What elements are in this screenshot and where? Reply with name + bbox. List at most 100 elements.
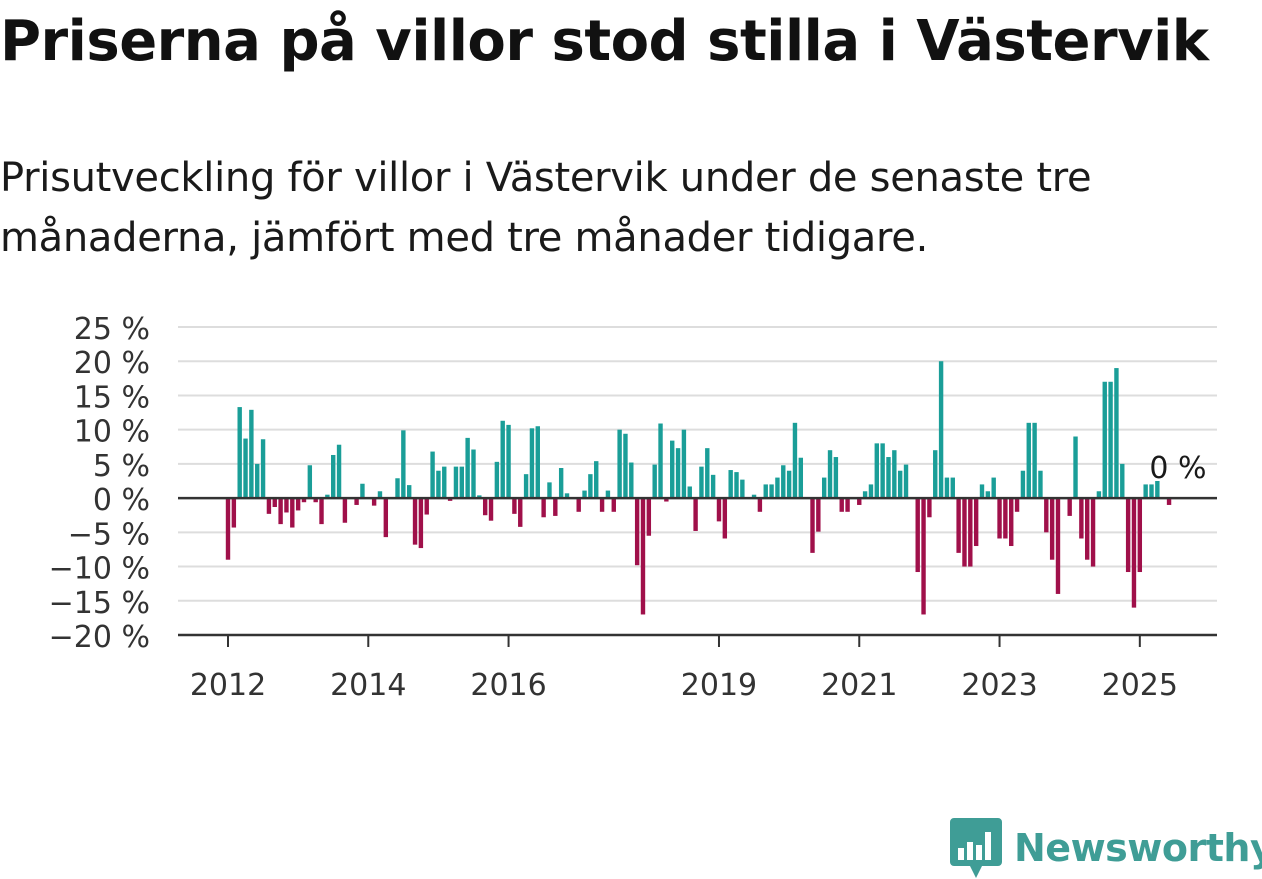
bar bbox=[658, 423, 663, 499]
bar bbox=[430, 451, 435, 499]
bar bbox=[558, 468, 564, 499]
bar bbox=[518, 498, 523, 527]
bar bbox=[547, 482, 552, 499]
bar bbox=[278, 498, 283, 525]
bar bbox=[880, 443, 885, 499]
y-tick-label: −10 % bbox=[49, 552, 150, 587]
bar bbox=[535, 426, 540, 499]
x-tick-label: 2014 bbox=[330, 668, 406, 703]
bar bbox=[360, 483, 365, 499]
bar bbox=[646, 498, 652, 536]
gridlines bbox=[178, 326, 1217, 602]
bar bbox=[1125, 498, 1131, 573]
bar bbox=[705, 448, 710, 499]
bar bbox=[973, 498, 979, 547]
bar bbox=[675, 448, 681, 499]
bar bbox=[553, 498, 558, 516]
bar bbox=[985, 491, 991, 499]
bar bbox=[670, 440, 675, 499]
bar bbox=[1049, 498, 1055, 560]
bar bbox=[243, 438, 248, 499]
bar bbox=[874, 443, 879, 499]
x-tick-label: 2021 bbox=[821, 668, 897, 703]
bar bbox=[319, 498, 324, 525]
bar bbox=[938, 361, 944, 499]
bar bbox=[816, 498, 821, 532]
bar bbox=[424, 498, 429, 515]
bar bbox=[968, 498, 973, 567]
bar bbox=[377, 491, 383, 499]
bar bbox=[272, 498, 277, 508]
bar bbox=[1044, 498, 1049, 533]
bar bbox=[915, 498, 920, 573]
bar bbox=[1085, 498, 1090, 560]
bar bbox=[249, 409, 254, 499]
bar bbox=[459, 466, 464, 499]
bar bbox=[634, 498, 640, 566]
x-tick-label: 2025 bbox=[1102, 668, 1178, 703]
bar bbox=[418, 498, 424, 549]
bar bbox=[307, 465, 313, 499]
bar bbox=[699, 466, 704, 499]
bar bbox=[1079, 498, 1084, 539]
annotations: 0 % bbox=[1149, 451, 1206, 486]
bar bbox=[950, 477, 955, 499]
bar bbox=[594, 461, 599, 499]
y-tick-label: −15 % bbox=[49, 586, 150, 621]
bar bbox=[1067, 498, 1072, 516]
y-tick-label: 0 % bbox=[93, 483, 150, 518]
bar bbox=[1155, 481, 1160, 499]
bar bbox=[342, 498, 348, 523]
bar bbox=[407, 485, 412, 499]
y-tick-label: 15 % bbox=[74, 380, 150, 415]
bar bbox=[447, 498, 453, 501]
bar bbox=[956, 498, 961, 553]
bar bbox=[640, 498, 646, 615]
bar bbox=[728, 470, 733, 499]
bar-chart: 25 %20 %15 %10 %5 %0 %−5 %−10 %−15 %−20 … bbox=[49, 312, 1217, 703]
bar bbox=[588, 474, 593, 499]
bar bbox=[1090, 498, 1096, 567]
bar bbox=[1003, 498, 1008, 539]
bar bbox=[664, 498, 669, 502]
bar bbox=[857, 498, 862, 505]
bar bbox=[260, 439, 266, 499]
bar bbox=[506, 424, 511, 499]
y-tick-label: −5 % bbox=[68, 517, 150, 552]
bar bbox=[336, 444, 342, 499]
bar bbox=[301, 498, 307, 503]
bar bbox=[395, 478, 400, 499]
bar bbox=[868, 484, 874, 499]
bar bbox=[325, 494, 330, 499]
bar bbox=[617, 429, 622, 499]
chart-subtitle: Prisutveckling för villor i Västervik un… bbox=[0, 155, 1092, 261]
bar bbox=[997, 498, 1002, 539]
bar bbox=[576, 498, 581, 512]
bar bbox=[903, 464, 909, 499]
bar bbox=[401, 430, 406, 499]
bar bbox=[1020, 470, 1026, 499]
bar bbox=[1038, 470, 1043, 499]
bar bbox=[1073, 436, 1078, 499]
newsworthy-bar-chart-icon bbox=[950, 818, 1002, 878]
bar bbox=[611, 498, 616, 512]
bar bbox=[1166, 498, 1172, 505]
bar bbox=[839, 498, 844, 512]
bar bbox=[786, 470, 792, 499]
bar bbox=[821, 477, 827, 499]
bar bbox=[892, 450, 897, 499]
bar bbox=[757, 498, 763, 512]
bar bbox=[231, 498, 237, 528]
bar bbox=[412, 498, 418, 545]
bar bbox=[465, 437, 470, 499]
bar bbox=[237, 407, 242, 499]
x-axis-labels: 2012 2014 2016 2019 2021 2023 2025 bbox=[190, 668, 1178, 703]
brand-name: Newsworthy bbox=[1014, 826, 1262, 870]
bar bbox=[331, 454, 336, 499]
bar bbox=[734, 472, 739, 499]
bar bbox=[687, 486, 692, 499]
bar bbox=[681, 429, 687, 499]
bar bbox=[833, 457, 839, 499]
bar bbox=[494, 461, 500, 499]
bar bbox=[827, 450, 833, 499]
